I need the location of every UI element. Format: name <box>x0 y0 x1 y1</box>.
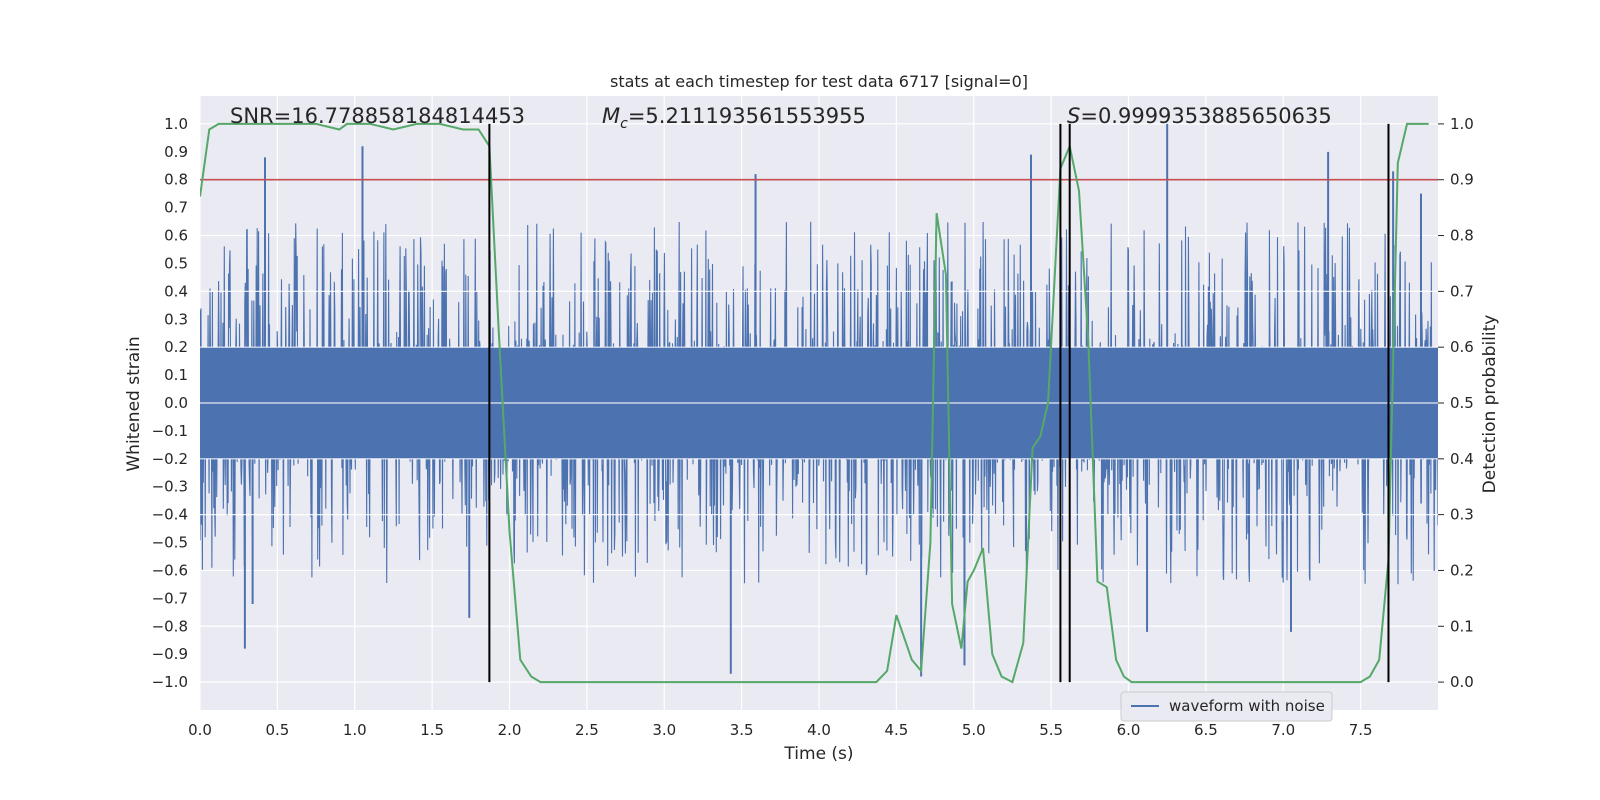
y2-tick-label: 0.6 <box>1450 338 1474 356</box>
x-tick-label: 1.5 <box>420 721 444 739</box>
y2-tick-label: 0.3 <box>1450 506 1474 524</box>
y-tick-label: −0.3 <box>152 478 188 496</box>
y-tick-label: 0.9 <box>164 143 188 161</box>
chirp-mass-symbol: M <box>602 104 620 128</box>
y2-axis-ticks: 0.0 0.1 0.2 0.3 0.4 0.5 0.6 0.7 0.8 0.9 1.0 <box>1438 115 1474 691</box>
y2-tick-label: 0.2 <box>1450 561 1474 579</box>
y2-tick-label: 0.0 <box>1450 673 1474 691</box>
y2-tick-label: 0.8 <box>1450 227 1474 245</box>
y-tick-label: −0.4 <box>152 506 188 524</box>
legend: waveform with noise <box>1120 691 1333 722</box>
y-tick-label: 0.6 <box>164 227 188 245</box>
y-tick-label: −0.8 <box>152 617 188 635</box>
x-tick-label: 5.5 <box>1039 721 1063 739</box>
y-tick-label: 0.0 <box>164 394 188 412</box>
y-tick-label: −1.0 <box>152 673 188 691</box>
chirp-mass-annotation: Mc=5.211193561553955 <box>602 104 866 132</box>
y2-tick-label: 0.7 <box>1450 282 1474 300</box>
x-tick-label: 1.0 <box>343 721 367 739</box>
y-tick-label: −0.7 <box>152 589 188 607</box>
y2-tick-label: 0.4 <box>1450 450 1474 468</box>
y-tick-label: 0.4 <box>164 282 188 300</box>
x-tick-label: 7.0 <box>1271 721 1295 739</box>
statistic-value: =0.9999353885650635 <box>1080 104 1331 128</box>
y-tick-label: 1.0 <box>164 115 188 133</box>
chirp-mass-value: =5.211193561553955 <box>628 104 866 128</box>
x-tick-label: 4.0 <box>807 721 831 739</box>
y-tick-label: −0.9 <box>152 645 188 663</box>
x-tick-label: 0.0 <box>188 721 212 739</box>
y2-tick-label: 1.0 <box>1450 115 1474 133</box>
y2-tick-label: 0.5 <box>1450 394 1474 412</box>
snr-annotation: SNR=16.778858184814453 <box>230 104 525 128</box>
probability-line <box>200 122 1429 684</box>
y-tick-label: 0.5 <box>164 254 188 272</box>
chirp-mass-subscript: c <box>620 116 628 132</box>
y-tick-label: 0.3 <box>164 310 188 328</box>
x-tick-label: 7.5 <box>1349 721 1373 739</box>
x-tick-label: 6.5 <box>1194 721 1218 739</box>
x-tick-label: 0.5 <box>265 721 289 739</box>
y2-axis-label: Detection probability <box>1480 315 1500 494</box>
y2-tick-label: 0.1 <box>1450 617 1474 635</box>
y-axis-label: Whitened strain <box>124 336 144 471</box>
y-tick-label: 0.1 <box>164 366 188 384</box>
y-axis-ticks: −1.0 −0.9 −0.8 −0.7 −0.6 −0.5 −0.4 −0.3 −0.2 −0.1… <box>152 115 188 691</box>
y-tick-label: −0.5 <box>152 534 188 552</box>
x-tick-label: 6.0 <box>1117 721 1141 739</box>
y-tick-label: 0.7 <box>164 199 188 217</box>
y-tick-label: 0.2 <box>164 338 188 356</box>
x-axis-ticks: 0.0 0.5 1.0 1.5 2.0 2.5 3.0 3.5 4.0 4.5 5.0 5.5 6.0 6… <box>188 721 1372 739</box>
probability-layer <box>200 122 1429 684</box>
x-tick-label: 2.5 <box>575 721 599 739</box>
chart-title: stats at each timestep for test data 671… <box>610 72 1028 91</box>
legend-label: waveform with noise <box>1169 697 1325 715</box>
x-tick-label: 2.0 <box>498 721 522 739</box>
y-tick-label: −0.1 <box>152 422 188 440</box>
detection-statistic-annotation: S=0.9999353885650635 <box>1067 104 1332 128</box>
y-tick-label: −0.2 <box>152 450 188 468</box>
y2-tick-label: 0.9 <box>1450 171 1474 189</box>
x-tick-label: 3.0 <box>652 721 676 739</box>
statistic-symbol: S <box>1067 104 1080 128</box>
y-tick-label: −0.6 <box>152 561 188 579</box>
x-tick-label: 4.5 <box>884 721 908 739</box>
x-tick-label: 3.5 <box>730 721 754 739</box>
x-tick-label: 5.0 <box>962 721 986 739</box>
vertical-markers <box>488 123 1390 683</box>
legend-box <box>1120 691 1333 722</box>
y-tick-label: 0.8 <box>164 171 188 189</box>
x-axis-label: Time (s) <box>783 744 853 764</box>
